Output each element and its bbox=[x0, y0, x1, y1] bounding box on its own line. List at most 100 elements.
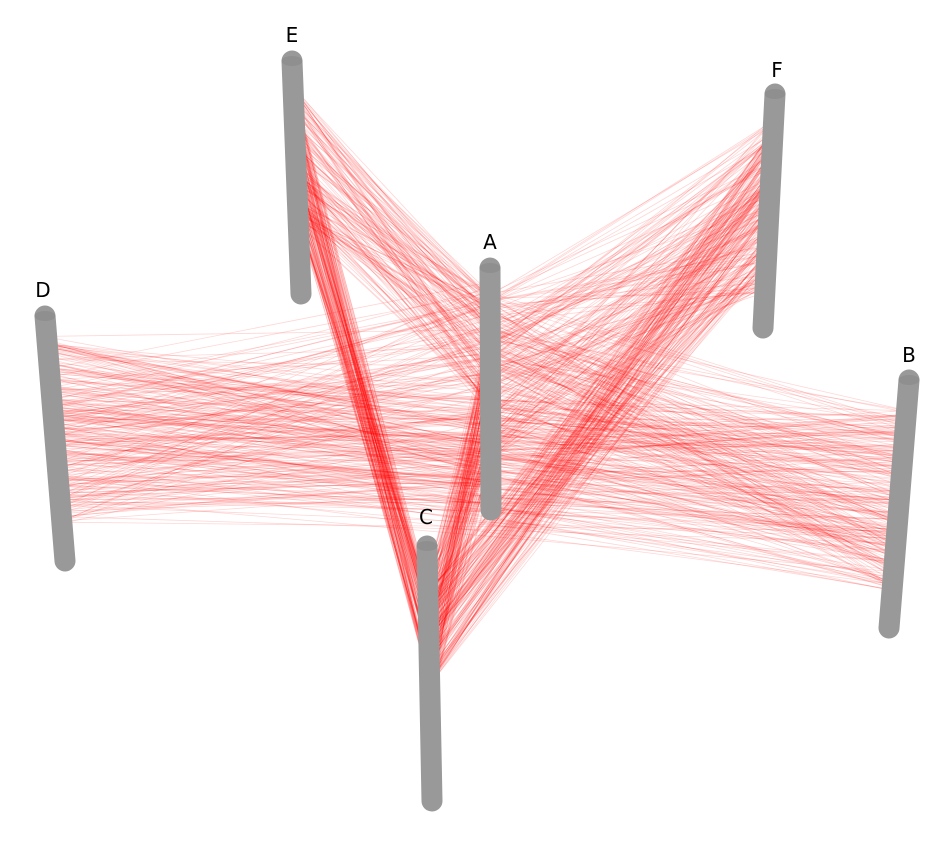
edge bbox=[60, 322, 491, 507]
edge bbox=[490, 437, 905, 458]
edge bbox=[294, 122, 429, 590]
edge bbox=[427, 478, 492, 587]
edge bbox=[429, 227, 769, 669]
edge bbox=[297, 208, 491, 313]
edge bbox=[58, 370, 491, 482]
edge bbox=[490, 404, 897, 535]
edge bbox=[428, 212, 770, 632]
edge bbox=[427, 418, 491, 614]
edge bbox=[54, 433, 897, 541]
edge bbox=[293, 105, 491, 396]
edge bbox=[295, 156, 491, 354]
edge bbox=[294, 136, 491, 316]
edge bbox=[490, 245, 768, 295]
edge bbox=[428, 129, 774, 617]
edge bbox=[490, 414, 902, 476]
edge bbox=[428, 245, 768, 645]
edge bbox=[297, 204, 429, 602]
edge bbox=[297, 215, 430, 631]
edge bbox=[293, 119, 491, 371]
edge bbox=[49, 369, 491, 401]
edge bbox=[52, 409, 894, 579]
edge bbox=[427, 459, 492, 579]
edge bbox=[297, 198, 491, 320]
edge bbox=[296, 174, 430, 674]
edge bbox=[427, 446, 492, 583]
edge bbox=[427, 129, 774, 611]
edge bbox=[49, 373, 905, 441]
edge bbox=[428, 237, 768, 641]
edge bbox=[427, 242, 768, 591]
edge bbox=[427, 339, 491, 609]
edge bbox=[427, 163, 772, 605]
edge bbox=[56, 460, 896, 552]
edge bbox=[54, 394, 491, 436]
edge bbox=[490, 429, 898, 530]
edge bbox=[58, 476, 897, 530]
edge bbox=[429, 233, 769, 684]
edge bbox=[50, 389, 903, 468]
edge bbox=[295, 169, 429, 607]
edge bbox=[490, 244, 768, 398]
edge bbox=[61, 480, 491, 517]
edge bbox=[427, 443, 492, 586]
edge bbox=[427, 410, 491, 584]
edge bbox=[57, 324, 491, 470]
edge bbox=[428, 151, 773, 654]
edge bbox=[427, 144, 773, 604]
edge bbox=[292, 87, 491, 300]
edge bbox=[490, 386, 900, 503]
edge bbox=[56, 414, 491, 458]
edge bbox=[427, 186, 771, 614]
edge bbox=[428, 212, 770, 659]
edge bbox=[59, 490, 897, 533]
edge bbox=[490, 243, 768, 321]
edge bbox=[490, 153, 773, 358]
edge bbox=[429, 196, 771, 678]
edge bbox=[295, 160, 429, 629]
edge bbox=[490, 362, 897, 537]
edge bbox=[428, 347, 491, 622]
edge bbox=[490, 236, 768, 359]
edge bbox=[293, 110, 429, 587]
edge bbox=[490, 284, 766, 353]
edge bbox=[490, 442, 904, 449]
edge bbox=[54, 431, 905, 440]
edge bbox=[47, 346, 897, 536]
edge bbox=[49, 367, 904, 453]
edge bbox=[55, 447, 491, 461]
edge bbox=[489, 296, 897, 536]
edge bbox=[490, 217, 769, 415]
edge bbox=[48, 358, 491, 460]
edge bbox=[490, 357, 903, 458]
edge bbox=[58, 284, 491, 487]
edge bbox=[57, 474, 895, 563]
edge bbox=[57, 441, 491, 467]
edge bbox=[490, 248, 768, 436]
edge bbox=[296, 186, 491, 404]
edge bbox=[54, 434, 897, 537]
edge bbox=[490, 350, 904, 445]
edge bbox=[295, 152, 430, 655]
edge bbox=[490, 350, 902, 481]
edge bbox=[293, 116, 491, 401]
edge bbox=[293, 101, 430, 663]
edge bbox=[427, 425, 492, 605]
edge bbox=[56, 451, 491, 486]
edge bbox=[490, 199, 770, 397]
edge bbox=[490, 151, 773, 443]
edge bbox=[48, 358, 491, 368]
edge bbox=[296, 173, 491, 326]
edge bbox=[490, 456, 898, 530]
edge bbox=[428, 154, 773, 622]
edge bbox=[293, 99, 429, 618]
edge bbox=[490, 120, 774, 346]
edge bbox=[56, 345, 491, 458]
edge bbox=[428, 213, 770, 657]
edge bbox=[428, 182, 771, 643]
edge bbox=[428, 151, 773, 641]
edge bbox=[297, 203, 429, 601]
edge bbox=[61, 428, 491, 524]
edge bbox=[490, 117, 775, 361]
edge bbox=[293, 121, 491, 397]
